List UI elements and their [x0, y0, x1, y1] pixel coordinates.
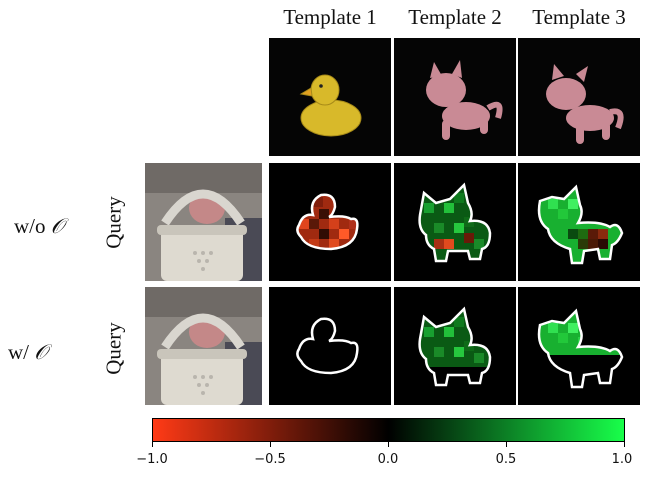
row-label-symbol: 𝒪 — [50, 214, 64, 238]
template-2-image-cat — [394, 38, 516, 156]
row-label-with-o: w/ 𝒪 — [8, 340, 47, 365]
colorbar-tick-label: 0.0 — [377, 452, 399, 467]
query-label-row-2: Query — [101, 322, 126, 375]
template-1-image-duck — [269, 38, 391, 156]
column-header-template-2: Template 2 — [408, 5, 502, 29]
colorbar-tick-label: −0.5 — [254, 452, 286, 467]
row-label-text: w/ — [8, 340, 35, 364]
row-label-without-o: w/o 𝒪 — [14, 214, 64, 239]
query-image-row-1 — [145, 163, 262, 281]
colorbar-tick-label: −1.0 — [136, 452, 168, 467]
colorbar-tick-mark — [152, 442, 153, 447]
heatmap-row-2-template-2 — [394, 287, 516, 405]
row-label-text: w/o — [14, 214, 51, 238]
colorbar-tick-mark — [506, 442, 507, 447]
colorbar-tick-label: 1.0 — [611, 452, 633, 467]
heatmap-row-1-template-2 — [394, 163, 516, 281]
column-header-template-3: Template 3 — [532, 5, 626, 29]
colorbar-tick-mark — [270, 442, 271, 447]
template-3-image-cat — [518, 38, 640, 156]
heatmap-row-2-template-3 — [518, 287, 640, 405]
colorbar-tick-mark — [388, 442, 389, 447]
colorbar — [152, 418, 625, 442]
heatmap-row-1-template-1 — [269, 163, 391, 281]
row-label-symbol: 𝒪 — [34, 340, 48, 364]
colorbar-tick-mark — [624, 442, 625, 447]
heatmap-row-2-template-1 — [269, 287, 391, 405]
query-label-row-1: Query — [101, 196, 126, 249]
query-image-row-2 — [145, 287, 262, 405]
heatmap-row-1-template-3 — [518, 163, 640, 281]
colorbar-tick-label: 0.5 — [495, 452, 517, 467]
column-header-template-1: Template 1 — [283, 5, 377, 29]
